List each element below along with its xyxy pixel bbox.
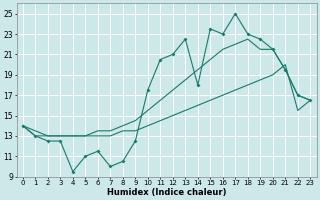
X-axis label: Humidex (Indice chaleur): Humidex (Indice chaleur) — [107, 188, 226, 197]
